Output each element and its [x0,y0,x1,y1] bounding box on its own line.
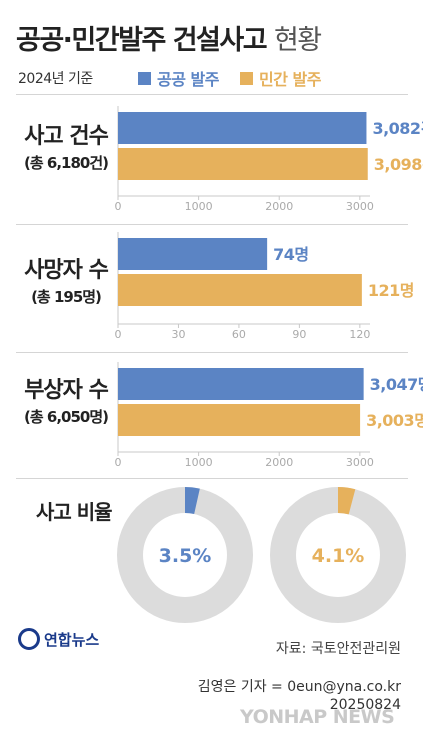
injuries-value-label-public: 3,047명 [370,375,423,394]
donut-value-label-public: 3.5% [159,545,212,567]
source-text: 자료: 국토안전관리원 [275,641,401,657]
injuries-value-label-private: 3,003명 [366,411,423,430]
accidents-bar-private [118,148,368,180]
donut-value-label-private: 4.1% [312,545,365,567]
accidents-value-label-public: 3,082건 [372,119,423,138]
deaths-value-label-public: 74명 [273,245,309,264]
category-accidents-label: 사고 건수 [24,124,109,149]
deaths-tick-label: 0 [115,328,122,341]
separator-top [16,94,408,95]
deaths-tick-label: 120 [349,328,370,341]
donut-slice-private [337,487,356,515]
accidents-tick-label: 1000 [185,200,213,213]
injuries-tick-label: 0 [115,456,122,469]
accidents-bar-public [118,112,367,144]
legend-public-label: 공공 발주 [157,70,219,89]
donut-slice-public [184,487,200,515]
accidents-tick-label: 0 [115,200,122,213]
category-injuries: 부상자 수 (총 6,050명) [14,372,118,427]
separator-2 [16,352,408,353]
category-accidents-total: (총 6,180건) [24,154,109,172]
category-injuries-total: (총 6,050명) [24,408,109,426]
category-injuries-label: 부상자 수 [24,378,109,403]
category-deaths-total: (총 195명) [31,288,102,306]
injuries-tick-label: 1000 [185,456,213,469]
chart-title: 공공·민간발주 건설사고 현황 [16,18,322,57]
accidents-tick-label: 2000 [265,200,293,213]
reporter-block: 김영은 기자 = 0eun@yna.co.kr 20250824 [198,678,401,714]
category-deaths: 사망자 수 (총 195명) [14,252,118,307]
accidents-value-label-private: 3,098건 [374,155,423,174]
category-deaths-label: 사망자 수 [24,258,109,283]
deaths-value-label-private: 121명 [368,281,414,300]
date-text: 20250824 [329,697,401,713]
injuries-tick-label: 3000 [346,456,374,469]
deaths-tick-label: 30 [171,328,185,341]
deaths-tick-label: 90 [292,328,306,341]
watermark: YONHAP NEWS [240,706,395,728]
yonhap-logo: 연합뉴스 [18,628,99,650]
yonhap-logo-text: 연합뉴스 [44,630,100,649]
category-accidents: 사고 건수 (총 6,180건) [14,118,118,173]
deaths-tick-label: 60 [232,328,246,341]
injuries-tick-label: 2000 [265,456,293,469]
legend-private-label: 민간 발주 [259,70,321,89]
basis-year: 2024년 기준 [18,71,93,87]
separator-1 [16,224,408,225]
legend-public-swatch [138,71,151,85]
title-bold: 공공·민간발주 건설사고 [16,25,268,56]
injuries-bar-private [118,404,361,436]
deaths-bar-public [118,238,268,270]
separator-3 [16,478,408,479]
legend-private: 민간 발주 [240,66,321,90]
ratio-label: 사고 비율 [36,500,113,524]
deaths-bar-private [118,274,362,306]
title-light: 현황 [273,25,322,56]
yonhap-logo-icon [18,628,40,650]
legend-private-swatch [240,71,253,85]
accidents-tick-label: 3000 [346,200,374,213]
reporter-text: 김영은 기자 = 0eun@yna.co.kr [197,679,401,695]
injuries-bar-public [118,368,364,400]
legend-public: 공공 발주 [138,66,219,90]
